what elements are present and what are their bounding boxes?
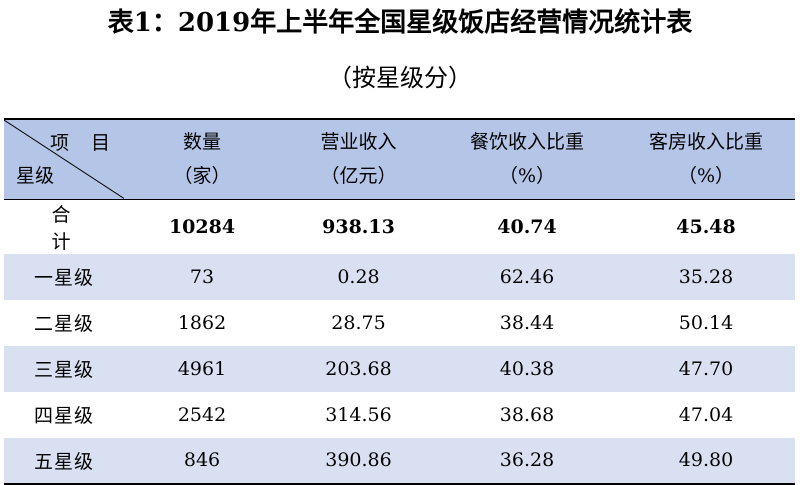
header-count-unit: （家） [173, 165, 231, 188]
header-count: 数量 （家） [124, 119, 280, 199]
table-row: 五星级 846 390.86 36.28 49.80 [4, 437, 795, 484]
header-count-label: 数量 [182, 131, 221, 154]
cell-room-share: 35.28 [678, 265, 734, 288]
cell-revenue: 314.56 [325, 403, 392, 426]
table-row-total: 合 计 10284 938.13 40.74 45.48 [4, 199, 795, 254]
cell-room-share: 45.48 [676, 215, 736, 238]
table-row: 一星级 73 0.28 62.46 35.28 [4, 253, 795, 300]
corner-item-label: 项 目 [49, 132, 118, 154]
header-room-share-label: 客房收入比重 [648, 131, 763, 154]
cell-food-share: 40.74 [497, 215, 557, 238]
cell-revenue: 390.86 [325, 449, 392, 471]
cell-revenue: 203.68 [325, 357, 392, 380]
cell-room-share: 50.14 [678, 311, 734, 334]
cell-count: 1862 [177, 311, 227, 334]
cell-count: 10284 [168, 215, 236, 238]
cell-food-share: 40.38 [499, 357, 555, 380]
header-room-share-unit: （%） [677, 165, 735, 188]
row-label: 三星级 [33, 359, 94, 381]
cell-room-share: 49.80 [678, 449, 734, 471]
cell-count: 846 [183, 449, 221, 471]
row-label: 五星级 [33, 450, 94, 473]
header-revenue-label: 营业收入 [320, 131, 397, 154]
header-food-share: 餐饮收入比重 （%） [437, 119, 617, 199]
cell-count: 4961 [177, 357, 227, 380]
cell-food-share: 38.68 [499, 403, 555, 426]
table-row: 二星级 1862 28.75 38.44 50.14 [4, 300, 795, 346]
header-food-share-unit: （%） [498, 165, 556, 188]
row-label: 一星级 [33, 267, 94, 289]
row-label: 四星级 [33, 405, 94, 427]
table-header-row: 项 目 星级 数量 （家） 营业收入 （亿元） 餐饮收入比重 （%） 客房收入比… [4, 119, 795, 199]
cell-food-share: 38.44 [499, 311, 555, 334]
cell-revenue: 0.28 [337, 265, 380, 288]
table-subtitle: （按星级分） [328, 64, 472, 92]
header-revenue: 营业收入 （亿元） [280, 119, 437, 199]
cell-count: 2542 [177, 403, 227, 426]
cell-food-share: 62.46 [499, 265, 555, 288]
row-label: 合 计 [51, 203, 97, 253]
corner-level-label: 星级 [16, 164, 55, 187]
header-room-share: 客房收入比重 （%） [617, 119, 795, 199]
cell-count: 73 [189, 265, 215, 288]
cell-revenue: 28.75 [331, 311, 386, 334]
table-row: 四星级 2542 314.56 38.68 47.04 [4, 392, 795, 438]
corner-header-cell: 项 目 星级 [4, 119, 124, 199]
header-food-share-label: 餐饮收入比重 [469, 131, 584, 154]
hotel-stats-table: 项 目 星级 数量 （家） 营业收入 （亿元） 餐饮收入比重 （%） 客房收入比… [4, 118, 795, 485]
cell-food-share: 36.28 [499, 449, 555, 471]
table-row: 三星级 4961 203.68 40.38 47.70 [4, 345, 795, 392]
cell-room-share: 47.04 [678, 403, 734, 426]
table-title: 表1：2019年上半年全国星级饭店经营情况统计表 [107, 8, 693, 38]
cell-revenue: 938.13 [322, 215, 395, 238]
cell-room-share: 47.70 [678, 357, 734, 380]
header-revenue-unit: （亿元） [320, 165, 397, 188]
row-label: 二星级 [33, 313, 94, 335]
diagonal-divider [4, 120, 124, 199]
